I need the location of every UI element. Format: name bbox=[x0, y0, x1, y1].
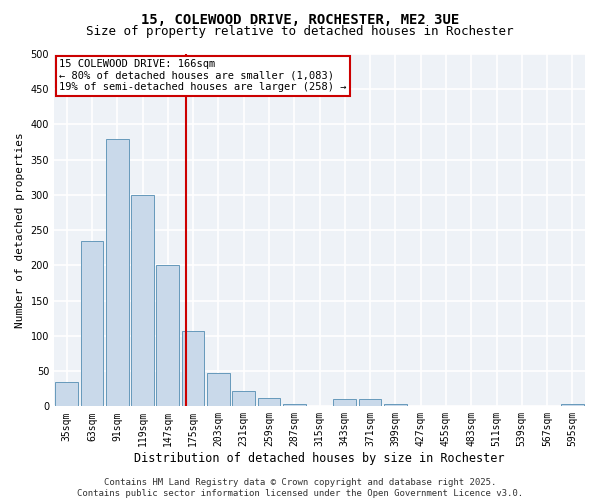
Bar bbox=[257, 398, 280, 406]
Text: Size of property relative to detached houses in Rochester: Size of property relative to detached ho… bbox=[86, 25, 514, 38]
Text: 15 COLEWOOD DRIVE: 166sqm
← 80% of detached houses are smaller (1,083)
19% of se: 15 COLEWOOD DRIVE: 166sqm ← 80% of detac… bbox=[59, 60, 347, 92]
Text: 15, COLEWOOD DRIVE, ROCHESTER, ME2 3UE: 15, COLEWOOD DRIVE, ROCHESTER, ME2 3UE bbox=[141, 12, 459, 26]
Bar bbox=[384, 404, 407, 406]
Text: Contains HM Land Registry data © Crown copyright and database right 2025.
Contai: Contains HM Land Registry data © Crown c… bbox=[77, 478, 523, 498]
Y-axis label: Number of detached properties: Number of detached properties bbox=[15, 132, 25, 328]
Bar bbox=[80, 240, 103, 406]
Bar bbox=[283, 404, 305, 406]
Bar bbox=[106, 138, 128, 406]
X-axis label: Distribution of detached houses by size in Rochester: Distribution of detached houses by size … bbox=[134, 452, 505, 465]
Bar bbox=[182, 331, 205, 406]
Bar bbox=[207, 372, 230, 406]
Bar bbox=[157, 266, 179, 406]
Bar bbox=[232, 391, 255, 406]
Bar bbox=[55, 382, 78, 406]
Bar bbox=[131, 195, 154, 406]
Bar bbox=[334, 400, 356, 406]
Bar bbox=[359, 400, 382, 406]
Bar bbox=[561, 404, 584, 406]
